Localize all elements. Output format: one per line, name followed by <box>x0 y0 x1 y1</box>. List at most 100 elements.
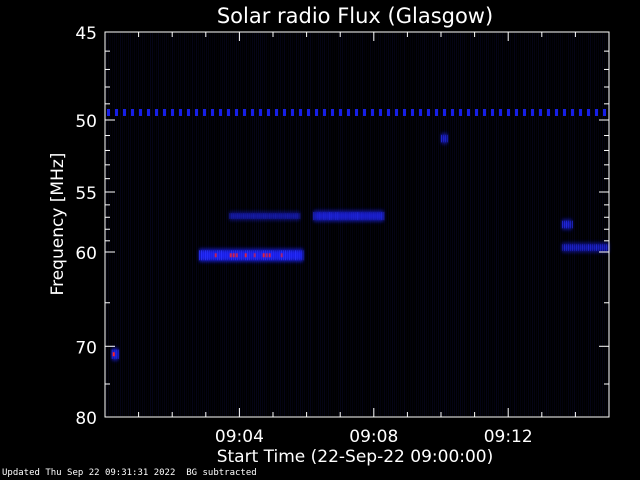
feature-stripe <box>257 250 259 261</box>
feature-stripe <box>261 250 263 261</box>
background-streak <box>412 33 413 416</box>
interference-dash <box>323 109 326 116</box>
feature-stripe <box>251 250 253 261</box>
interference-dash <box>291 109 294 116</box>
feature-stripe <box>225 250 227 261</box>
feature-stripe <box>565 220 567 229</box>
feature-stripe <box>377 211 379 221</box>
background-streak <box>314 33 315 416</box>
background-streak <box>180 33 181 416</box>
background-streak <box>324 33 325 416</box>
feature-stripe <box>571 244 573 251</box>
background-streak <box>234 33 235 416</box>
interference-dash <box>411 109 414 116</box>
feature-stripe <box>265 250 267 261</box>
feature-stripe <box>297 250 299 261</box>
feature-burst <box>199 249 305 262</box>
background-streak <box>150 33 151 416</box>
interference-dash <box>491 109 494 116</box>
feature-stripe <box>209 250 211 261</box>
background-streak <box>290 33 291 416</box>
background-streak <box>576 33 577 416</box>
background-streak <box>226 33 227 416</box>
feature-band <box>561 243 609 252</box>
interference-dash <box>131 109 134 116</box>
background-streak <box>190 33 191 416</box>
background-streak <box>196 33 197 416</box>
background-streak <box>530 33 531 416</box>
background-streak <box>154 33 155 416</box>
feature-stripe <box>563 244 565 251</box>
feature-stripe <box>321 211 323 221</box>
background-streak <box>396 33 397 416</box>
feature-stripe <box>357 211 359 221</box>
background-streak <box>588 33 589 416</box>
feature-stripe <box>341 211 343 221</box>
background-streak <box>584 33 585 416</box>
interference-dash <box>179 109 182 116</box>
feature-stripe <box>293 213 295 219</box>
feature-stripe <box>573 244 575 251</box>
background-streak <box>322 33 323 416</box>
feature-stripe <box>591 244 593 251</box>
feature-stripe <box>271 250 273 261</box>
interference-dash <box>115 109 118 116</box>
feature-stripe <box>587 244 589 251</box>
background-streak <box>444 33 445 416</box>
background-streak <box>468 33 469 416</box>
feature-stripe <box>335 211 337 221</box>
feature-stripe <box>285 250 287 261</box>
background-streak <box>140 33 141 416</box>
background-streak <box>174 33 175 416</box>
feature-stripe <box>575 244 577 251</box>
feature-stripe <box>569 244 571 251</box>
background-streak <box>474 33 475 416</box>
interference-dash <box>499 109 502 116</box>
background-streak <box>128 33 129 416</box>
feature-stripe <box>299 213 301 219</box>
background-streak <box>428 33 429 416</box>
background-streak <box>496 33 497 416</box>
background-streak <box>540 33 541 416</box>
interference-dash <box>603 109 606 116</box>
interference-dash <box>139 109 142 116</box>
interference-dash <box>227 109 230 116</box>
background-streak <box>194 33 195 416</box>
background-streak <box>546 33 547 416</box>
background-streak <box>426 33 427 416</box>
feature-band <box>561 219 573 230</box>
background-streak <box>168 33 169 416</box>
background-streak <box>222 33 223 416</box>
background-streak <box>526 33 527 416</box>
feature-stripe <box>233 213 235 219</box>
feature-stripe <box>445 134 446 143</box>
background-streak <box>542 33 543 416</box>
feature-stripe <box>219 250 221 261</box>
feature-stripe <box>323 211 325 221</box>
interference-dash <box>571 109 574 116</box>
interference-dash <box>235 109 238 116</box>
background-streak <box>304 33 305 416</box>
feature-stripe <box>273 213 275 219</box>
feature-stripe <box>203 250 205 261</box>
feature-stripe <box>325 211 327 221</box>
feature-stripe <box>381 211 383 221</box>
feature-stripe <box>599 244 601 251</box>
feature-stripe <box>313 211 315 221</box>
feature-stripe <box>229 250 231 261</box>
background-streak <box>348 33 349 416</box>
feature-stripe <box>369 211 371 221</box>
background-streak <box>360 33 361 416</box>
background-streak <box>494 33 495 416</box>
background-streak <box>604 33 605 416</box>
feature-stripe <box>289 250 291 261</box>
background-streak <box>136 33 137 416</box>
background-streak <box>600 33 601 416</box>
background-streak <box>400 33 401 416</box>
interference-dash <box>403 109 406 116</box>
background-streak <box>112 33 113 416</box>
interference-dash <box>531 109 534 116</box>
background-streak <box>550 33 551 416</box>
feature-stripe <box>295 250 297 261</box>
